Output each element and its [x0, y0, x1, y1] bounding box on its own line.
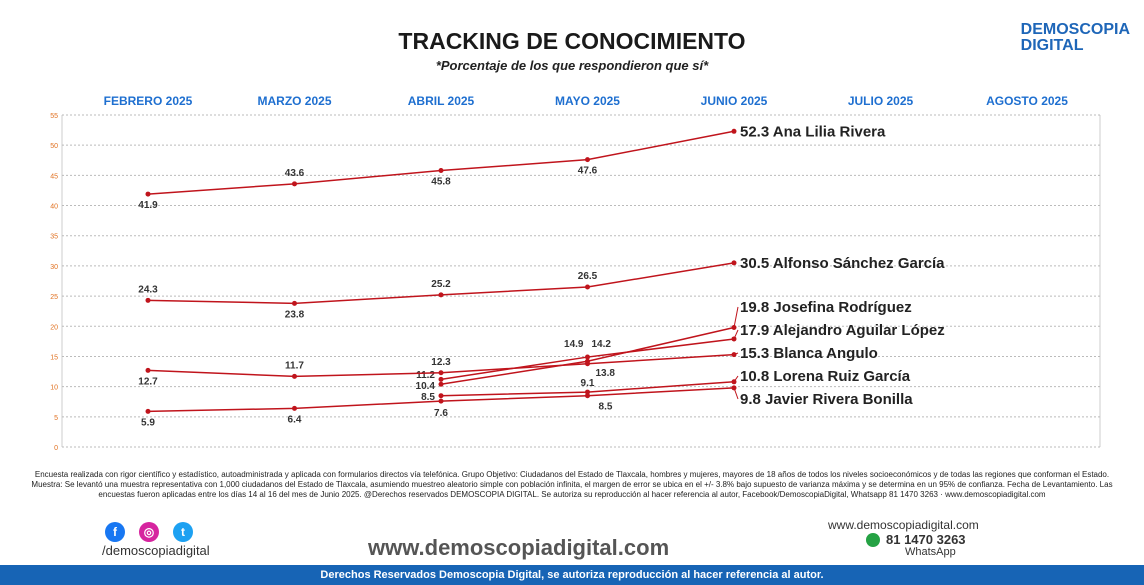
- chart-subtitle: *Porcentaje de los que respondieron que …: [435, 58, 709, 73]
- brand-logo: DEMOSCOPIA DIGITAL: [1021, 22, 1130, 54]
- phone-number: 81 1470 3263: [866, 532, 966, 547]
- x-tick-label: AGOSTO 2025: [986, 94, 1068, 108]
- series-end-label: 52.3 Ana Lilia Rivera: [740, 123, 886, 140]
- series-end-label: 30.5 Alfonso Sánchez García: [740, 255, 945, 272]
- data-point: [585, 361, 590, 367]
- rights-bar: Derechos Reservados Demoscopia Digital, …: [0, 565, 1144, 585]
- data-point: [585, 284, 590, 290]
- data-label: 8.5: [421, 392, 435, 403]
- data-point: [731, 260, 737, 266]
- data-point: [438, 393, 444, 399]
- data-point: [292, 181, 297, 187]
- series-end-label: 9.8 Javier Rivera Bonilla: [740, 391, 913, 408]
- x-tick-label: MAYO 2025: [555, 94, 620, 108]
- y-tick-label: 25: [50, 294, 58, 301]
- instagram-icon[interactable]: ◎: [139, 522, 159, 542]
- data-label: 7.6: [434, 408, 448, 419]
- brand-line2: DIGITAL: [1020, 37, 1084, 54]
- data-label: 10.4: [416, 381, 436, 392]
- data-point: [292, 405, 297, 411]
- data-point: [292, 300, 297, 306]
- data-label: 45.8: [431, 177, 451, 188]
- y-tick-label: 30: [50, 264, 58, 271]
- series-end-label: 17.9 Alejandro Aguilar López: [740, 322, 945, 339]
- series-end-label: 19.8 Josefina Rodríguez: [740, 299, 912, 316]
- y-tick-label: 15: [50, 354, 58, 361]
- data-point: [585, 393, 590, 399]
- data-label: 14.9: [564, 339, 584, 350]
- brand-line1: DEMOSCOPIA: [1020, 21, 1130, 38]
- data-point: [438, 376, 444, 382]
- label-leader: [733, 375, 739, 383]
- data-point: [585, 389, 590, 395]
- data-label: 5.9: [141, 417, 155, 428]
- data-point: [731, 128, 737, 134]
- x-tick-label: MARZO 2025: [257, 94, 331, 108]
- data-point: [145, 408, 151, 414]
- y-tick-label: 40: [50, 204, 58, 211]
- website-link[interactable]: www.demoscopiadigital.com: [368, 535, 670, 560]
- whatsapp-icon: [866, 533, 880, 547]
- phone-text: 81 1470 3263: [886, 532, 966, 547]
- social-handle: /demoscopiadigital: [102, 543, 210, 558]
- y-tick-label: 0: [54, 445, 58, 452]
- data-point: [292, 373, 297, 379]
- data-label: 6.4: [288, 414, 302, 425]
- y-tick-label: 5: [54, 415, 58, 422]
- data-point: [438, 370, 444, 376]
- data-label: 25.2: [431, 279, 451, 290]
- data-label: 9.1: [581, 378, 595, 389]
- series-end-label: 10.8 Lorena Ruiz García: [740, 368, 911, 385]
- y-tick-label: 55: [50, 113, 58, 120]
- x-tick-label: JULIO 2025: [848, 94, 914, 108]
- data-point: [145, 297, 151, 303]
- data-point: [438, 381, 444, 387]
- data-label: 26.5: [578, 271, 598, 282]
- label-leader: [733, 306, 739, 328]
- y-tick-label: 10: [50, 385, 58, 392]
- twitter-icon[interactable]: t: [173, 522, 193, 542]
- data-label: 12.3: [431, 357, 451, 368]
- data-label: 11.7: [285, 360, 304, 371]
- y-tick-label: 20: [50, 324, 58, 331]
- data-label: 47.6: [578, 166, 598, 177]
- data-label: 43.6: [285, 168, 305, 179]
- label-leader: [733, 387, 739, 400]
- x-tick-label: JUNIO 2025: [701, 94, 768, 108]
- data-label: 41.9: [138, 200, 158, 211]
- data-label: 14.2: [592, 339, 612, 350]
- data-point: [438, 398, 444, 404]
- data-label: 11.2: [416, 370, 435, 381]
- website-link-small[interactable]: www.demoscopiadigital.com: [828, 518, 979, 532]
- x-tick-label: ABRIL 2025: [408, 94, 475, 108]
- social-icons: f ◎ t: [105, 522, 193, 542]
- data-point: [438, 292, 444, 298]
- y-tick-label: 50: [50, 143, 58, 150]
- facebook-icon[interactable]: f: [105, 522, 125, 542]
- chart-title: TRACKING DE CONOCIMIENTO: [398, 28, 746, 54]
- data-point: [585, 157, 590, 163]
- data-point: [145, 367, 151, 373]
- data-point: [145, 191, 151, 197]
- x-tick-label: FEBRERO 2025: [104, 94, 193, 108]
- data-label: 8.5: [599, 402, 613, 413]
- series-end-label: 15.3 Blanca Angulo: [740, 345, 878, 362]
- methodology-note: Encuesta realizada con rigor científico …: [31, 470, 1113, 499]
- data-label: 24.3: [138, 284, 158, 295]
- y-tick-label: 35: [50, 234, 58, 241]
- label-leader: [733, 352, 739, 356]
- data-point: [585, 354, 590, 360]
- data-label: 13.8: [596, 368, 616, 379]
- y-tick-label: 45: [50, 173, 58, 180]
- whatsapp-label: WhatsApp: [905, 546, 956, 558]
- line-chart: 0 5 10 15 20 25 30 35 40 45 50 55 FEBRERO 2025 MARZO …: [50, 94, 1101, 452]
- data-label: 12.7: [138, 376, 158, 387]
- data-label: 23.8: [285, 309, 305, 320]
- label-leader: [733, 329, 739, 340]
- data-point: [438, 168, 444, 174]
